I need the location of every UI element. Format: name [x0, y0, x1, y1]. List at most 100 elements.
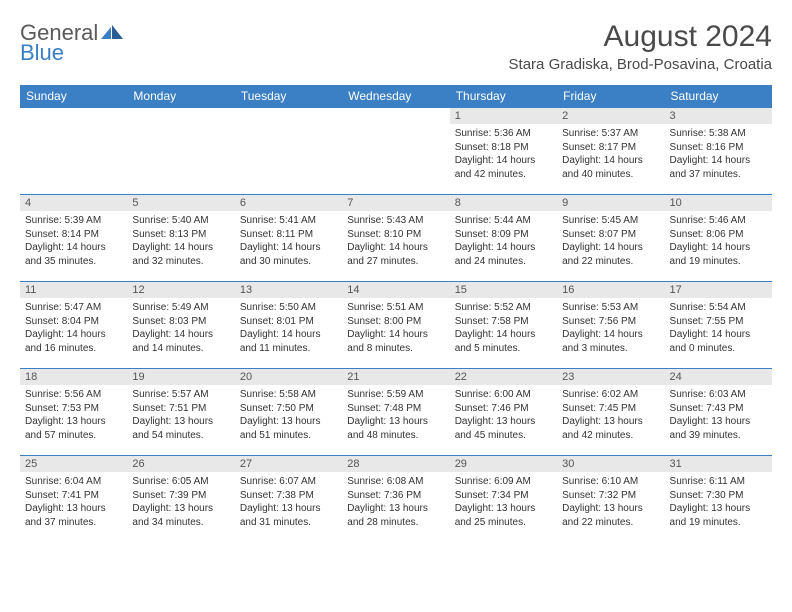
sunrise-text: Sunrise: 5:38 AM [670, 127, 767, 141]
daylight-text: Daylight: 14 hours and 3 minutes. [562, 328, 659, 355]
day-number: 25 [20, 456, 127, 472]
calendar-day-cell: 4Sunrise: 5:39 AMSunset: 8:14 PMDaylight… [20, 195, 127, 282]
day-number: 17 [665, 282, 772, 298]
day-content: Sunrise: 6:02 AMSunset: 7:45 PMDaylight:… [557, 385, 664, 445]
daylight-text: Daylight: 13 hours and 45 minutes. [455, 415, 552, 442]
sunset-text: Sunset: 8:10 PM [347, 228, 444, 242]
daylight-text: Daylight: 14 hours and 32 minutes. [132, 241, 229, 268]
day-number: 8 [450, 195, 557, 211]
calendar-day-cell: 24Sunrise: 6:03 AMSunset: 7:43 PMDayligh… [665, 369, 772, 456]
calendar-week-row: 1Sunrise: 5:36 AMSunset: 8:18 PMDaylight… [20, 108, 772, 195]
sunset-text: Sunset: 7:38 PM [240, 489, 337, 503]
sunrise-text: Sunrise: 5:39 AM [25, 214, 122, 228]
sunrise-text: Sunrise: 6:05 AM [132, 475, 229, 489]
sunrise-text: Sunrise: 6:07 AM [240, 475, 337, 489]
daylight-text: Daylight: 13 hours and 42 minutes. [562, 415, 659, 442]
calendar-day-cell: 12Sunrise: 5:49 AMSunset: 8:03 PMDayligh… [127, 282, 234, 369]
calendar-week-row: 4Sunrise: 5:39 AMSunset: 8:14 PMDaylight… [20, 195, 772, 282]
day-content: Sunrise: 5:56 AMSunset: 7:53 PMDaylight:… [20, 385, 127, 445]
day-number: 6 [235, 195, 342, 211]
calendar-day-cell [127, 108, 234, 195]
day-number: 31 [665, 456, 772, 472]
sunrise-text: Sunrise: 5:52 AM [455, 301, 552, 315]
sunrise-text: Sunrise: 5:54 AM [670, 301, 767, 315]
daylight-text: Daylight: 14 hours and 8 minutes. [347, 328, 444, 355]
day-content: Sunrise: 5:58 AMSunset: 7:50 PMDaylight:… [235, 385, 342, 445]
sunset-text: Sunset: 8:06 PM [670, 228, 767, 242]
day-content: Sunrise: 5:37 AMSunset: 8:17 PMDaylight:… [557, 124, 664, 184]
day-number: 2 [557, 108, 664, 124]
day-content: Sunrise: 5:54 AMSunset: 7:55 PMDaylight:… [665, 298, 772, 358]
day-content: Sunrise: 5:50 AMSunset: 8:01 PMDaylight:… [235, 298, 342, 358]
day-number: 16 [557, 282, 664, 298]
sunset-text: Sunset: 7:46 PM [455, 402, 552, 416]
sunset-text: Sunset: 8:04 PM [25, 315, 122, 329]
daylight-text: Daylight: 13 hours and 39 minutes. [670, 415, 767, 442]
sunrise-text: Sunrise: 5:50 AM [240, 301, 337, 315]
sunrise-text: Sunrise: 5:59 AM [347, 388, 444, 402]
day-number: 18 [20, 369, 127, 385]
sunset-text: Sunset: 7:50 PM [240, 402, 337, 416]
sunrise-text: Sunrise: 6:04 AM [25, 475, 122, 489]
calendar-day-cell: 31Sunrise: 6:11 AMSunset: 7:30 PMDayligh… [665, 456, 772, 543]
calendar-day-cell: 23Sunrise: 6:02 AMSunset: 7:45 PMDayligh… [557, 369, 664, 456]
day-number: 12 [127, 282, 234, 298]
sunset-text: Sunset: 7:34 PM [455, 489, 552, 503]
daylight-text: Daylight: 14 hours and 22 minutes. [562, 241, 659, 268]
sunset-text: Sunset: 7:39 PM [132, 489, 229, 503]
day-content: Sunrise: 5:39 AMSunset: 8:14 PMDaylight:… [20, 211, 127, 271]
sunset-text: Sunset: 7:45 PM [562, 402, 659, 416]
sunset-text: Sunset: 8:14 PM [25, 228, 122, 242]
day-number: 28 [342, 456, 449, 472]
day-number: 9 [557, 195, 664, 211]
sunrise-text: Sunrise: 5:37 AM [562, 127, 659, 141]
sunset-text: Sunset: 7:51 PM [132, 402, 229, 416]
day-content: Sunrise: 6:08 AMSunset: 7:36 PMDaylight:… [342, 472, 449, 532]
day-content: Sunrise: 5:47 AMSunset: 8:04 PMDaylight:… [20, 298, 127, 358]
daylight-text: Daylight: 13 hours and 54 minutes. [132, 415, 229, 442]
calendar-day-cell [235, 108, 342, 195]
sunrise-text: Sunrise: 5:47 AM [25, 301, 122, 315]
calendar-day-cell: 21Sunrise: 5:59 AMSunset: 7:48 PMDayligh… [342, 369, 449, 456]
sunset-text: Sunset: 8:11 PM [240, 228, 337, 242]
day-content: Sunrise: 5:44 AMSunset: 8:09 PMDaylight:… [450, 211, 557, 271]
sunrise-text: Sunrise: 5:51 AM [347, 301, 444, 315]
sunrise-text: Sunrise: 5:45 AM [562, 214, 659, 228]
calendar-day-cell [20, 108, 127, 195]
weekday-header: Tuesday [235, 85, 342, 108]
day-number: 3 [665, 108, 772, 124]
sunset-text: Sunset: 8:00 PM [347, 315, 444, 329]
day-number: 29 [450, 456, 557, 472]
daylight-text: Daylight: 13 hours and 57 minutes. [25, 415, 122, 442]
day-content: Sunrise: 5:51 AMSunset: 8:00 PMDaylight:… [342, 298, 449, 358]
calendar-day-cell: 11Sunrise: 5:47 AMSunset: 8:04 PMDayligh… [20, 282, 127, 369]
day-number: 26 [127, 456, 234, 472]
day-number: 7 [342, 195, 449, 211]
day-number: 11 [20, 282, 127, 298]
sunrise-text: Sunrise: 6:10 AM [562, 475, 659, 489]
sunset-text: Sunset: 8:17 PM [562, 141, 659, 155]
day-number: 20 [235, 369, 342, 385]
daylight-text: Daylight: 14 hours and 27 minutes. [347, 241, 444, 268]
sunrise-text: Sunrise: 6:02 AM [562, 388, 659, 402]
day-content: Sunrise: 5:43 AMSunset: 8:10 PMDaylight:… [342, 211, 449, 271]
day-number: 10 [665, 195, 772, 211]
sunset-text: Sunset: 7:36 PM [347, 489, 444, 503]
calendar-week-row: 25Sunrise: 6:04 AMSunset: 7:41 PMDayligh… [20, 456, 772, 543]
daylight-text: Daylight: 14 hours and 14 minutes. [132, 328, 229, 355]
sunset-text: Sunset: 7:58 PM [455, 315, 552, 329]
day-content: Sunrise: 5:57 AMSunset: 7:51 PMDaylight:… [127, 385, 234, 445]
calendar-day-cell: 18Sunrise: 5:56 AMSunset: 7:53 PMDayligh… [20, 369, 127, 456]
calendar-day-cell: 8Sunrise: 5:44 AMSunset: 8:09 PMDaylight… [450, 195, 557, 282]
calendar-day-cell: 20Sunrise: 5:58 AMSunset: 7:50 PMDayligh… [235, 369, 342, 456]
day-content: Sunrise: 5:45 AMSunset: 8:07 PMDaylight:… [557, 211, 664, 271]
weekday-header: Thursday [450, 85, 557, 108]
calendar-day-cell: 6Sunrise: 5:41 AMSunset: 8:11 PMDaylight… [235, 195, 342, 282]
day-content: Sunrise: 6:00 AMSunset: 7:46 PMDaylight:… [450, 385, 557, 445]
sunset-text: Sunset: 7:56 PM [562, 315, 659, 329]
day-number: 27 [235, 456, 342, 472]
calendar-day-cell: 17Sunrise: 5:54 AMSunset: 7:55 PMDayligh… [665, 282, 772, 369]
sunset-text: Sunset: 8:18 PM [455, 141, 552, 155]
calendar-day-cell: 2Sunrise: 5:37 AMSunset: 8:17 PMDaylight… [557, 108, 664, 195]
day-content: Sunrise: 6:05 AMSunset: 7:39 PMDaylight:… [127, 472, 234, 532]
